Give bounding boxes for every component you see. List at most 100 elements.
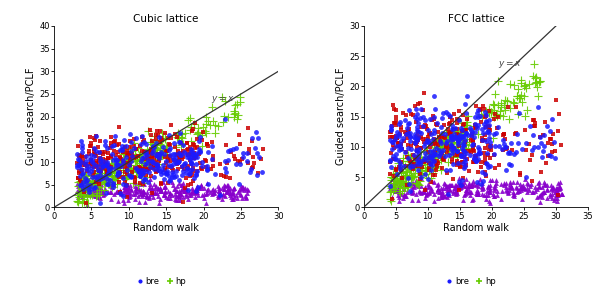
Point <box>452 161 462 166</box>
Point <box>430 159 440 163</box>
Point <box>452 155 461 160</box>
Point <box>550 190 560 195</box>
Point <box>163 196 173 200</box>
Point <box>484 109 493 113</box>
Point <box>457 137 466 141</box>
Point <box>78 178 88 183</box>
Point <box>137 157 146 162</box>
Point <box>505 82 514 86</box>
Point <box>416 172 425 176</box>
Point <box>457 177 466 182</box>
Text: $y = x$: $y = x$ <box>498 59 522 70</box>
Point <box>438 142 448 146</box>
Point <box>144 167 154 171</box>
Point <box>157 138 167 143</box>
Point <box>139 158 149 163</box>
Point <box>140 165 150 169</box>
Point <box>247 166 256 170</box>
Point <box>118 160 128 164</box>
Point <box>155 200 164 205</box>
Point <box>454 185 463 190</box>
Point <box>446 129 455 134</box>
Point <box>425 141 435 145</box>
Point <box>406 166 415 170</box>
Point <box>125 183 135 187</box>
Point <box>551 190 560 195</box>
Point <box>124 166 133 171</box>
Point <box>386 128 395 132</box>
Point <box>552 196 562 200</box>
Point <box>167 166 176 170</box>
Point <box>214 186 224 191</box>
Point <box>155 148 165 152</box>
Point <box>455 141 464 145</box>
Point <box>238 185 247 190</box>
Point <box>394 144 404 149</box>
Point <box>391 108 401 113</box>
Point <box>120 185 130 190</box>
Point <box>94 158 104 162</box>
Point <box>78 187 88 192</box>
Point <box>539 190 549 195</box>
Point <box>80 175 89 179</box>
Point <box>472 154 481 159</box>
Point <box>392 135 401 140</box>
Point <box>167 180 176 184</box>
Point <box>533 181 542 185</box>
Point <box>225 175 235 180</box>
Point <box>403 153 413 157</box>
Point <box>451 188 461 193</box>
Point <box>202 181 211 185</box>
Point <box>136 141 146 146</box>
Point <box>195 160 205 165</box>
Point <box>81 182 91 187</box>
Point <box>445 152 454 157</box>
Point <box>484 109 493 113</box>
Point <box>136 180 145 185</box>
Point <box>457 132 467 137</box>
Point <box>96 190 106 194</box>
Point <box>83 203 92 207</box>
Point <box>414 160 424 164</box>
Point <box>473 122 483 127</box>
Point <box>95 156 104 160</box>
Point <box>535 193 544 197</box>
Point <box>386 151 396 156</box>
Point <box>155 185 165 190</box>
Point <box>112 143 121 148</box>
Point <box>121 177 130 182</box>
Point <box>235 160 245 164</box>
Point <box>446 183 455 187</box>
Point <box>425 166 434 171</box>
Point <box>396 139 406 143</box>
Point <box>190 191 200 196</box>
Point <box>193 193 203 198</box>
Point <box>517 196 527 201</box>
Point <box>433 129 442 134</box>
Point <box>457 183 466 187</box>
Point <box>79 189 88 193</box>
Point <box>162 145 172 150</box>
Point <box>485 190 494 195</box>
Point <box>392 179 401 183</box>
Point <box>395 175 405 180</box>
Point <box>146 139 156 144</box>
Point <box>386 127 395 131</box>
Point <box>192 137 202 141</box>
Point <box>416 130 426 135</box>
Point <box>125 167 134 172</box>
Point <box>137 159 146 164</box>
Point <box>131 185 141 190</box>
Point <box>417 159 427 164</box>
Point <box>386 182 395 187</box>
Point <box>489 152 499 156</box>
Point <box>128 148 137 153</box>
Point <box>485 140 494 145</box>
Point <box>153 168 163 173</box>
Point <box>506 184 515 189</box>
Point <box>485 178 495 182</box>
Point <box>140 161 149 166</box>
Point <box>401 170 410 174</box>
Point <box>73 189 82 193</box>
Point <box>73 152 82 156</box>
